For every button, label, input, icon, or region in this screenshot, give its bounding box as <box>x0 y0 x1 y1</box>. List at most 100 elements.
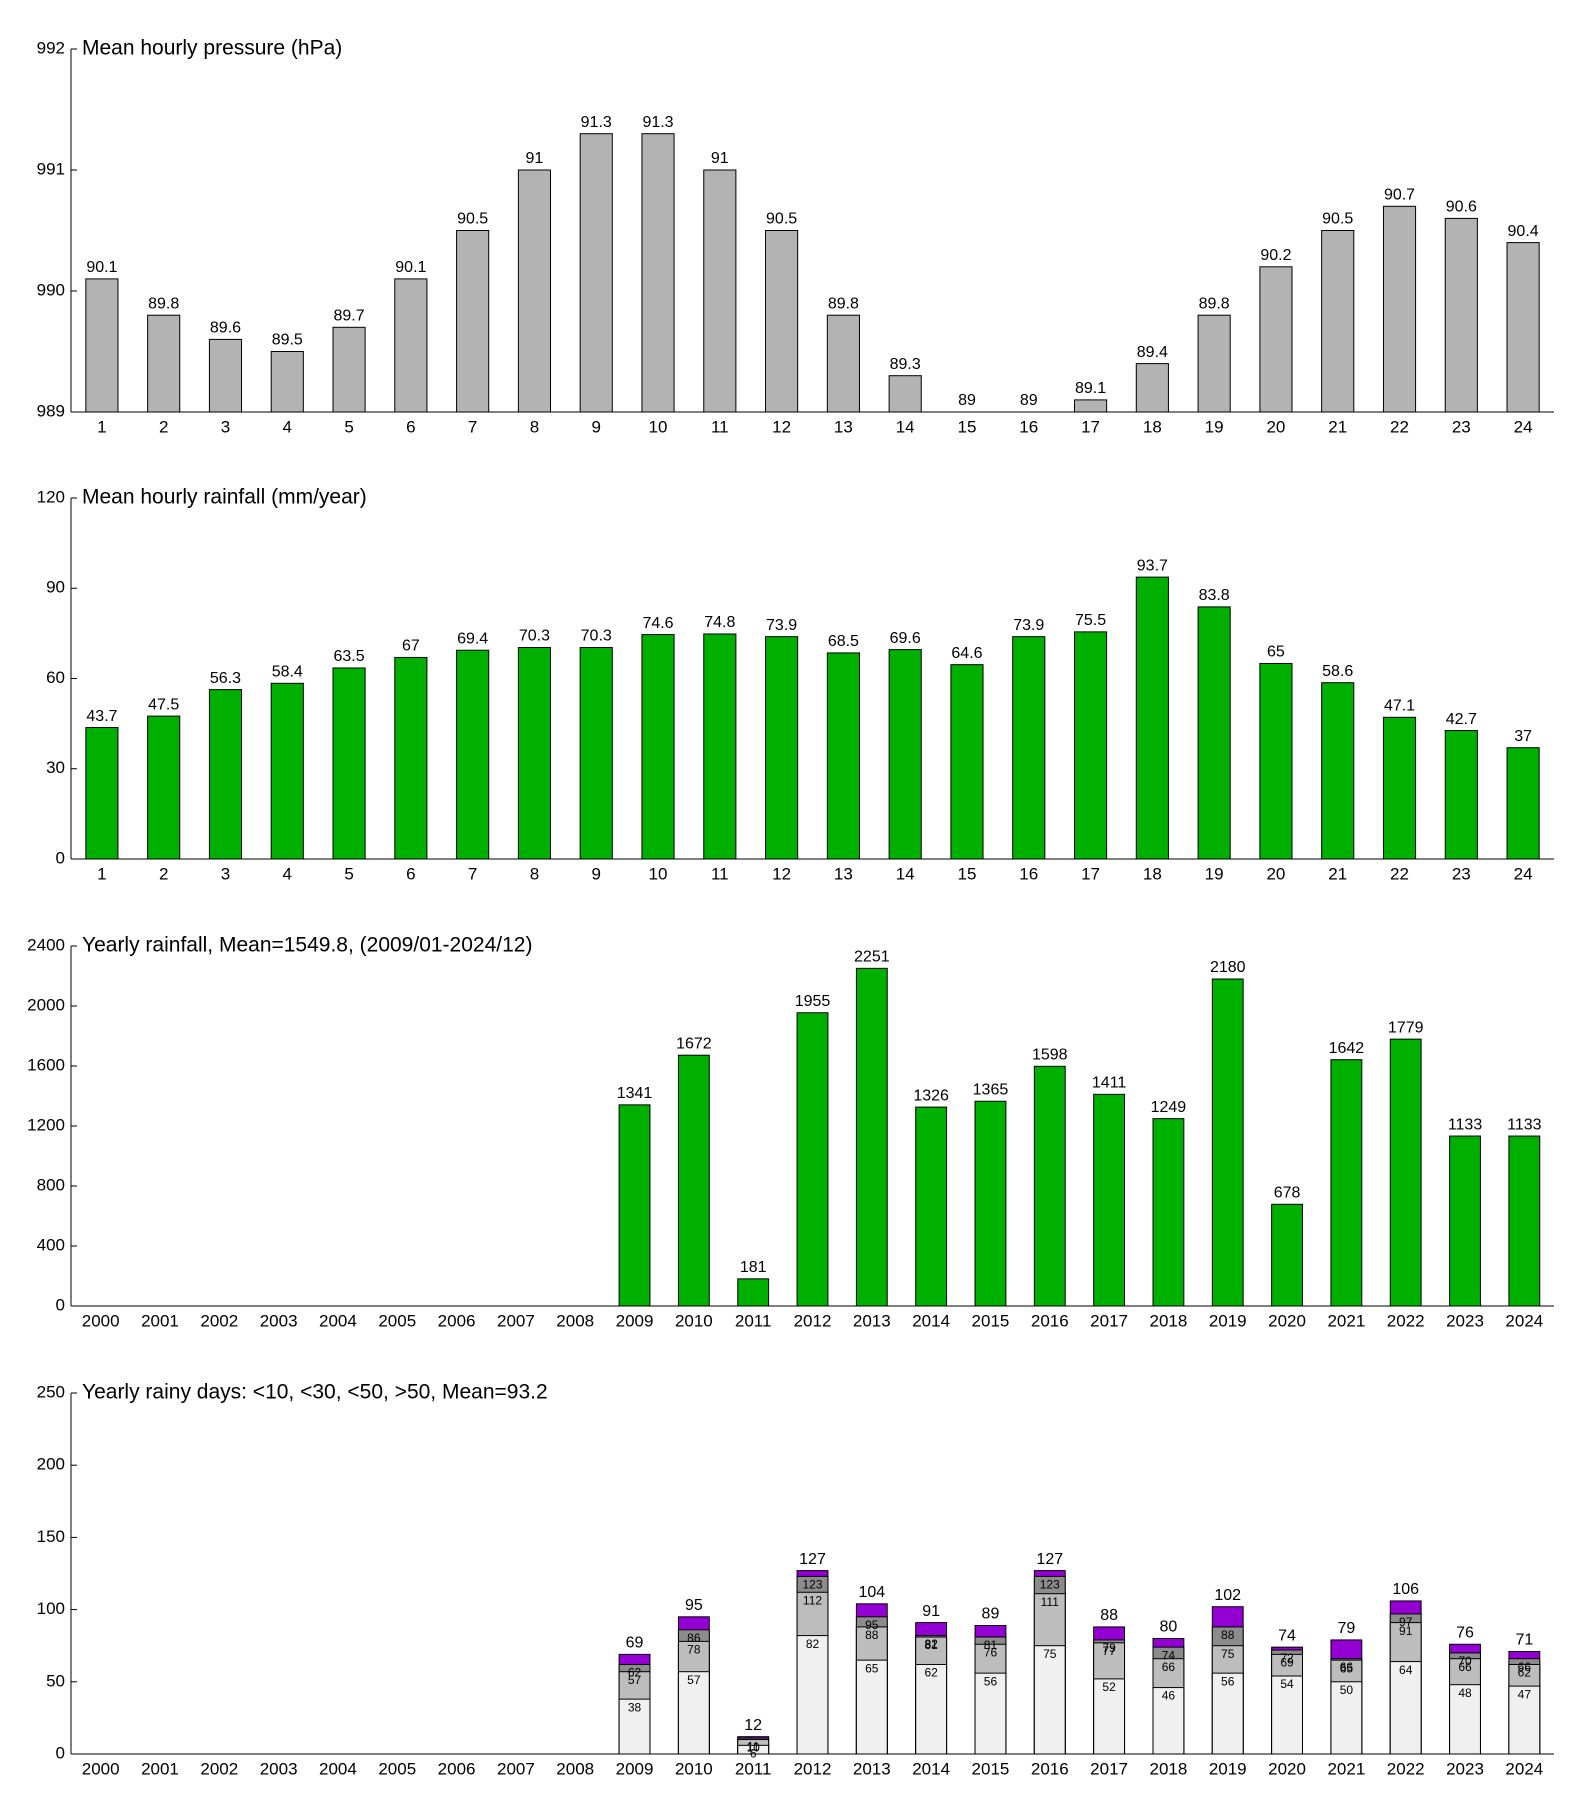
bar <box>855 967 888 1307</box>
bar <box>737 1278 770 1307</box>
x-tick-label: 8 <box>530 864 539 883</box>
bar <box>1321 682 1355 860</box>
x-tick-label: 23 <box>1452 864 1471 883</box>
value-label: 63.5 <box>333 648 364 665</box>
y-tick-label: 992 <box>37 38 65 57</box>
segment-label: 65 <box>865 1661 879 1675</box>
segment-label: 66 <box>1162 1660 1176 1674</box>
x-tick-label: 2008 <box>556 1311 594 1330</box>
value-label: 1249 <box>1151 1099 1187 1116</box>
x-tick-label: 2011 <box>735 1311 772 1330</box>
segment-label: 79 <box>1102 1641 1116 1655</box>
value-label: 93.7 <box>1137 557 1168 574</box>
bar <box>208 689 243 860</box>
bar <box>826 314 860 413</box>
value-label: 89 <box>982 1606 1000 1623</box>
x-tick-label: 2005 <box>378 1759 416 1778</box>
bar <box>1330 1681 1363 1755</box>
x-tick-label: 11 <box>711 417 729 436</box>
bar <box>579 647 613 860</box>
value-label: 91 <box>711 150 729 167</box>
segment-label: 78 <box>687 1643 701 1657</box>
segment-label: 56 <box>1221 1674 1235 1688</box>
bar <box>1321 230 1355 413</box>
y-tick-label: 100 <box>37 1599 65 1618</box>
value-label: 127 <box>1036 1551 1063 1568</box>
bar <box>641 634 675 860</box>
bar <box>208 338 243 413</box>
value-label: 104 <box>858 1584 885 1601</box>
x-tick-label: 2 <box>159 417 168 436</box>
x-tick-label: 10 <box>649 417 668 436</box>
x-tick-label: 2021 <box>1327 1759 1365 1778</box>
y-tick-label: 2000 <box>27 995 65 1014</box>
value-label: 58.6 <box>1322 663 1353 680</box>
x-tick-label: 2020 <box>1268 1311 1306 1330</box>
x-tick-label: 2003 <box>260 1311 298 1330</box>
chart-title: Yearly rainy days: <10, <30, <50, >50, M… <box>82 1381 548 1404</box>
segment-label: 112 <box>803 1593 822 1607</box>
x-tick-label: 11 <box>711 864 729 883</box>
segment-label: 111 <box>1041 1595 1060 1609</box>
bar <box>1444 217 1478 413</box>
bar <box>796 1012 829 1307</box>
y-tick-label: 400 <box>37 1235 65 1254</box>
x-tick-label: 18 <box>1143 417 1162 436</box>
segment-label: 57 <box>687 1673 701 1687</box>
segment-label: 75 <box>1221 1647 1235 1661</box>
x-tick-label: 24 <box>1514 417 1533 436</box>
bar <box>1271 1675 1303 1755</box>
value-label: 83.8 <box>1199 587 1230 604</box>
segment-label: 66 <box>1340 1660 1354 1674</box>
value-label: 74.8 <box>704 614 735 631</box>
x-tick-label: 2015 <box>972 1311 1010 1330</box>
value-label: 79 <box>1337 1620 1355 1637</box>
bar <box>147 314 181 413</box>
y-tick-label: 2400 <box>27 935 65 954</box>
bar <box>677 1671 710 1755</box>
x-tick-label: 2020 <box>1268 1759 1306 1778</box>
segment-label: 50 <box>1340 1683 1354 1697</box>
x-tick-label: 23 <box>1452 417 1471 436</box>
value-label: 42.7 <box>1446 711 1477 728</box>
value-label: 73.9 <box>1013 617 1044 634</box>
y-tick-label: 800 <box>37 1175 65 1194</box>
bar <box>147 715 181 860</box>
segment-label: 64 <box>1399 1663 1413 1677</box>
value-label: 89.1 <box>1075 380 1106 397</box>
value-label: 80 <box>1160 1619 1178 1636</box>
value-label: 90.7 <box>1384 187 1415 204</box>
segment-label: 86 <box>687 1631 701 1645</box>
x-tick-label: 2013 <box>853 1311 891 1330</box>
value-label: 1365 <box>973 1081 1009 1098</box>
value-label: 102 <box>1214 1587 1241 1604</box>
bar <box>1152 1118 1185 1307</box>
x-tick-label: 2019 <box>1209 1311 1247 1330</box>
segment-label: 66 <box>1458 1660 1472 1674</box>
y-tick-label: 991 <box>37 159 65 178</box>
segment-label: 65 <box>1340 1661 1354 1675</box>
value-label: 47.5 <box>148 696 179 713</box>
y-tick-label: 200 <box>37 1455 65 1474</box>
bar <box>1506 242 1540 413</box>
x-tick-label: 1 <box>97 417 106 436</box>
value-label: 89 <box>1020 392 1038 409</box>
value-label: 37 <box>1514 728 1532 745</box>
bar <box>950 664 984 860</box>
bar <box>1382 716 1417 860</box>
value-label: 65 <box>1267 644 1285 661</box>
y-tick-label: 0 <box>56 1295 65 1314</box>
x-tick-label: 2006 <box>438 1759 476 1778</box>
bar <box>1508 1685 1541 1755</box>
x-tick-label: 2018 <box>1150 1311 1188 1330</box>
value-label: 89 <box>958 392 976 409</box>
bar <box>1271 1203 1303 1307</box>
bar <box>394 278 428 413</box>
value-label: 90.5 <box>766 211 797 228</box>
x-tick-label: 19 <box>1205 864 1224 883</box>
value-label: 90.6 <box>1446 199 1477 216</box>
x-tick-label: 9 <box>591 417 600 436</box>
segment-label: 82 <box>806 1637 820 1651</box>
bar <box>703 633 737 860</box>
